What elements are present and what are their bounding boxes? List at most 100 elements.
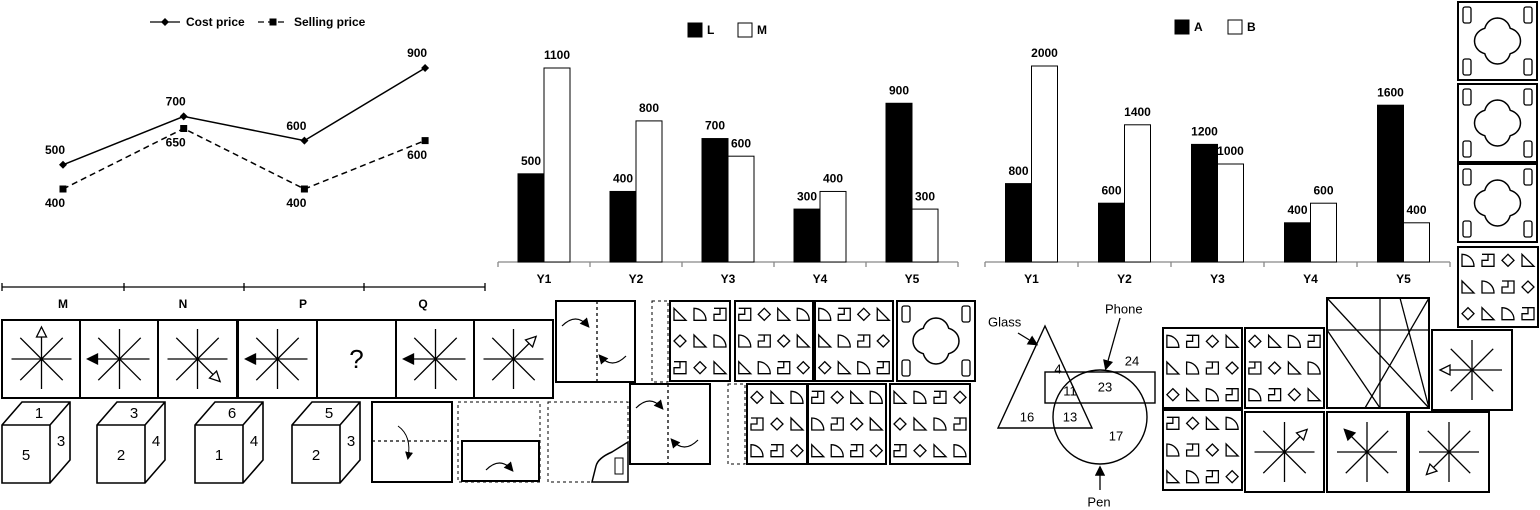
diagram-line (1326, 297, 1430, 409)
bar (1284, 222, 1311, 263)
glyph (1247, 334, 1262, 349)
data-label: 400 (613, 172, 633, 186)
data-label: 1200 (1191, 125, 1218, 139)
glyph (777, 306, 792, 321)
star-ray (175, 337, 198, 360)
data-label: 500 (45, 143, 65, 157)
data-label: 900 (889, 83, 909, 97)
small-rect (1462, 140, 1472, 158)
venn-region: 17 (1109, 428, 1123, 443)
cube-front: 2 (312, 447, 320, 464)
data-label: 300 (797, 189, 817, 203)
glyph (790, 390, 804, 404)
x-tick-label: Y1 (1024, 272, 1039, 286)
star-ray (197, 337, 220, 360)
star-ray (513, 358, 536, 381)
glyph (757, 307, 772, 322)
glyph (713, 334, 727, 348)
glyph (770, 389, 785, 404)
glyph (1287, 387, 1302, 402)
glyph (1481, 306, 1496, 321)
glyph (1225, 442, 1240, 457)
venn-set-label: Phone (1105, 301, 1143, 316)
small-rect (901, 359, 911, 377)
star-ray (1471, 348, 1494, 371)
glyph (849, 417, 864, 431)
fold-arrow (485, 461, 514, 472)
glyph (1205, 334, 1220, 349)
glyph (1225, 388, 1239, 402)
small-rect (1523, 220, 1533, 238)
series-line (62, 67, 426, 166)
glyph (933, 417, 947, 431)
bar (727, 155, 755, 263)
glyph (953, 417, 967, 431)
glyph (1481, 253, 1495, 267)
data-label: 600 (1313, 183, 1333, 197)
x-tick-label: Y3 (1210, 272, 1225, 286)
glyph (738, 334, 752, 348)
glyph (869, 443, 884, 458)
glyph (933, 443, 948, 458)
glyph (857, 334, 871, 348)
star-ray (175, 358, 198, 381)
glyph (1461, 306, 1475, 321)
glyph (837, 334, 851, 348)
legend-swatch (1174, 19, 1190, 35)
glyph (869, 390, 883, 404)
glyph (1521, 280, 1535, 294)
glyph (811, 443, 826, 458)
star-ray (1366, 430, 1389, 453)
x-tick-label: Y2 (629, 272, 644, 286)
glyph (876, 361, 890, 375)
diagram-line (1399, 297, 1430, 409)
glyph (1307, 334, 1321, 348)
small-rect (614, 457, 624, 475)
arrow-head (35, 325, 48, 338)
data-label: 400 (1406, 203, 1426, 217)
star-ray (491, 358, 514, 381)
glyph (750, 417, 764, 431)
bar (609, 190, 637, 263)
glyph (1225, 333, 1240, 348)
glyph (796, 307, 810, 321)
glyph (1205, 361, 1220, 375)
legend-label: Cost price (186, 15, 245, 29)
star-ray (119, 358, 142, 381)
data-label: 700 (166, 95, 186, 109)
cube-top: 6 (228, 405, 236, 422)
cube-side: 3 (347, 433, 355, 450)
data-label: 300 (915, 189, 935, 203)
legend-label: Selling price (294, 15, 366, 29)
bar (1217, 163, 1244, 263)
x-tick-label: Y2 (1117, 272, 1132, 286)
glyph (1166, 360, 1181, 375)
venn-glass (996, 324, 1094, 429)
puffy-shape (912, 317, 960, 365)
cube (291, 401, 361, 484)
glyph (913, 416, 928, 431)
arrow-head (1438, 363, 1451, 377)
glyph (1248, 361, 1262, 375)
legend-label: M (757, 23, 767, 37)
glyph (1521, 307, 1535, 321)
glyph (750, 444, 764, 458)
bar (543, 67, 571, 263)
panel (555, 300, 636, 383)
glyph (1185, 443, 1200, 457)
x-tick-label: Y4 (813, 272, 828, 286)
legend-label: L (707, 23, 714, 37)
small-rect (1462, 88, 1472, 106)
data-label: 500 (521, 154, 541, 168)
star-ray (1345, 451, 1368, 474)
glyph (818, 307, 832, 321)
cube-front: 2 (117, 447, 125, 464)
arrow-head (1425, 462, 1439, 476)
point (421, 137, 429, 145)
glyph (856, 307, 871, 322)
glyph (1205, 415, 1220, 430)
glyph (1521, 252, 1536, 267)
cube-top: 3 (130, 405, 138, 422)
header-label: N (179, 297, 188, 311)
glyph (693, 333, 708, 348)
